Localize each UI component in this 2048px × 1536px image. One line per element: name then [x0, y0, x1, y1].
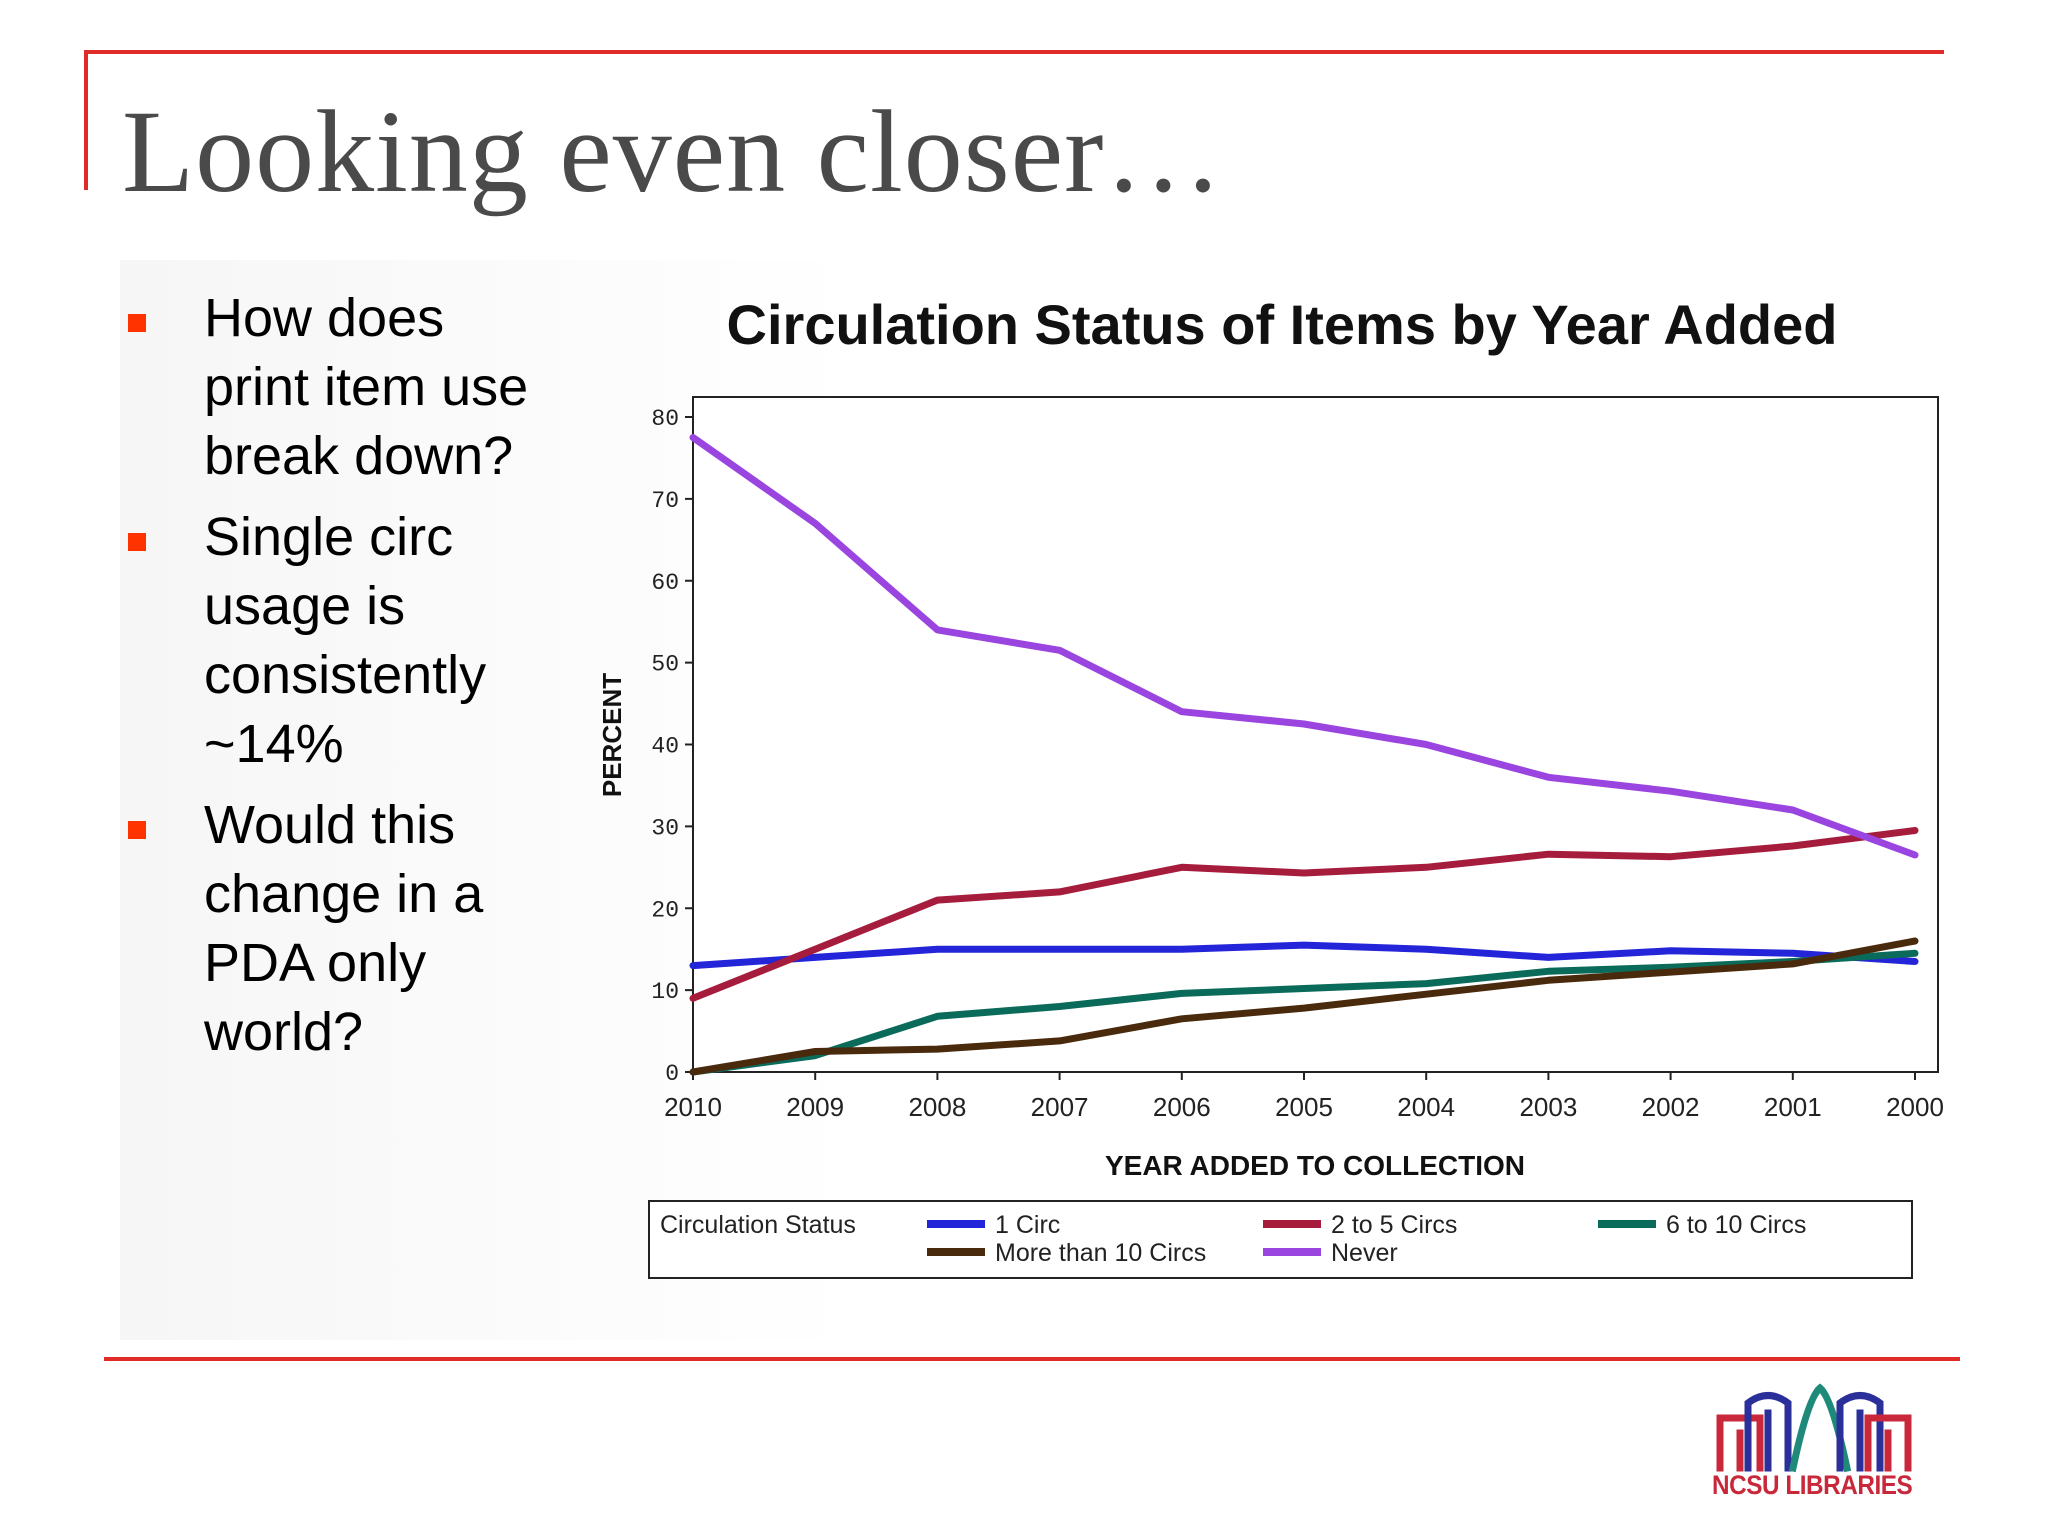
series-lines: [689, 434, 1919, 1076]
bullet-line: break down?: [204, 426, 514, 486]
ncsu-libraries-logo: [1716, 1383, 1912, 1473]
x-tick-label: 2010: [664, 1092, 722, 1122]
legend-label-more-than-10-circs: More than 10 Circs: [995, 1239, 1206, 1267]
slide-title: Looking even closer…: [122, 86, 1224, 217]
bullet-line: usage is: [204, 576, 406, 636]
y-tick-label: 80: [651, 406, 679, 432]
bullet-square-icon: [128, 314, 146, 332]
circulation-line-chart: Circulation Status of Items by Year Adde…: [597, 293, 1944, 1279]
x-tick-label: 2005: [1275, 1092, 1333, 1122]
bullet-text: How does print item use break down?: [204, 284, 580, 491]
bullet-line: How does: [204, 288, 445, 348]
y-tick-label: 0: [665, 1061, 679, 1087]
x-tick-label: 2004: [1397, 1092, 1455, 1122]
y-tick-label: 30: [651, 815, 679, 841]
legend-title: Circulation Status: [660, 1211, 856, 1239]
plot-area-frame: [692, 396, 1939, 1073]
bullet-text: Single circ usage is consistently ~14%: [204, 503, 580, 779]
bullet-line: print item use: [204, 357, 529, 417]
top-rule: [84, 50, 1944, 54]
bullet-line: consistently: [204, 645, 487, 705]
bullet-square-icon: [128, 821, 146, 839]
bullet-list: How does print item use break down? Sing…: [120, 284, 580, 1079]
bullet-item: Single circ usage is consistently ~14%: [120, 503, 580, 779]
series-line-never: [689, 434, 1919, 859]
x-tick-label: 2009: [786, 1092, 844, 1122]
series-line-more-than-10-circs: [689, 937, 1919, 1076]
bullet-line: Single circ: [204, 507, 454, 567]
logo-arch-blue: [1744, 1392, 1792, 1472]
bullet-item: Would this change in a PDA only world?: [120, 791, 580, 1067]
x-axis: 2010 2009 2008 2007 2006 2005 2004 2003 2002 2001…: [664, 1072, 1944, 1122]
y-axis: 0 10 20 30 40 50 60 70 80: [651, 406, 693, 1087]
bullet-line: PDA only: [204, 933, 427, 993]
bullet-line: world?: [204, 1002, 364, 1062]
y-tick-label: 60: [651, 570, 679, 596]
y-tick-label: 70: [651, 488, 679, 514]
x-tick-label: 2001: [1764, 1092, 1822, 1122]
legend-items: 1 Circ 2 to 5 Circs 6 to 10 Circs More than…: [927, 1211, 1806, 1267]
series-line-2-to-5-circs: [689, 827, 1919, 1002]
logo-arch-red-2: [1864, 1414, 1912, 1472]
bullet-line: ~14%: [204, 714, 344, 774]
x-tick-label: 2008: [908, 1092, 966, 1122]
chart-title: Circulation Status of Items by Year Adde…: [727, 293, 1838, 356]
legend-label-2-to-5-circs: 2 to 5 Circs: [1331, 1211, 1457, 1239]
logo-arch-red: [1716, 1414, 1764, 1472]
y-tick-label: 50: [651, 652, 679, 678]
y-axis-label: PERCENT: [597, 673, 627, 797]
legend-label-6-to-10-circs: 6 to 10 Circs: [1666, 1211, 1806, 1239]
legend-label-1-circ: 1 Circ: [995, 1211, 1060, 1239]
series-line-6-to-10-circs: [689, 949, 1919, 1076]
x-tick-label: 2003: [1519, 1092, 1577, 1122]
legend-frame: [648, 1200, 1913, 1279]
bullet-text: Would this change in a PDA only world?: [204, 791, 580, 1067]
bullet-line: change in a: [204, 864, 484, 924]
x-tick-label: 2000: [1886, 1092, 1944, 1122]
bullet-line: Would this: [204, 795, 456, 855]
series-line-1-circ: [689, 941, 1919, 970]
y-tick-label: 20: [651, 897, 679, 923]
legend: Circulation Status 1 Circ 2 to 5 Circs 6 t…: [648, 1200, 1913, 1279]
logo-text: NCSU LIBRARIES: [1712, 1470, 1913, 1500]
bullet-square-icon: [128, 533, 146, 551]
x-tick-label: 2007: [1031, 1092, 1089, 1122]
x-tick-label: 2006: [1153, 1092, 1211, 1122]
bottom-rule: [104, 1357, 1960, 1361]
logo-arch-blue-2: [1836, 1392, 1884, 1472]
bullet-item: How does print item use break down?: [120, 284, 580, 491]
x-tick-label: 2002: [1642, 1092, 1700, 1122]
y-tick-label: 10: [651, 979, 679, 1005]
legend-label-never: Never: [1331, 1239, 1398, 1267]
y-tick-label: 40: [651, 734, 679, 760]
x-axis-label: YEAR ADDED TO COLLECTION: [1105, 1150, 1525, 1181]
left-rule: [84, 50, 88, 190]
